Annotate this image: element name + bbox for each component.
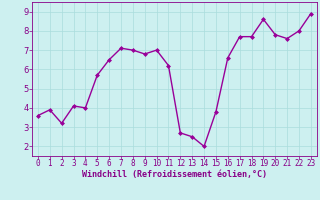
X-axis label: Windchill (Refroidissement éolien,°C): Windchill (Refroidissement éolien,°C)	[82, 170, 267, 179]
